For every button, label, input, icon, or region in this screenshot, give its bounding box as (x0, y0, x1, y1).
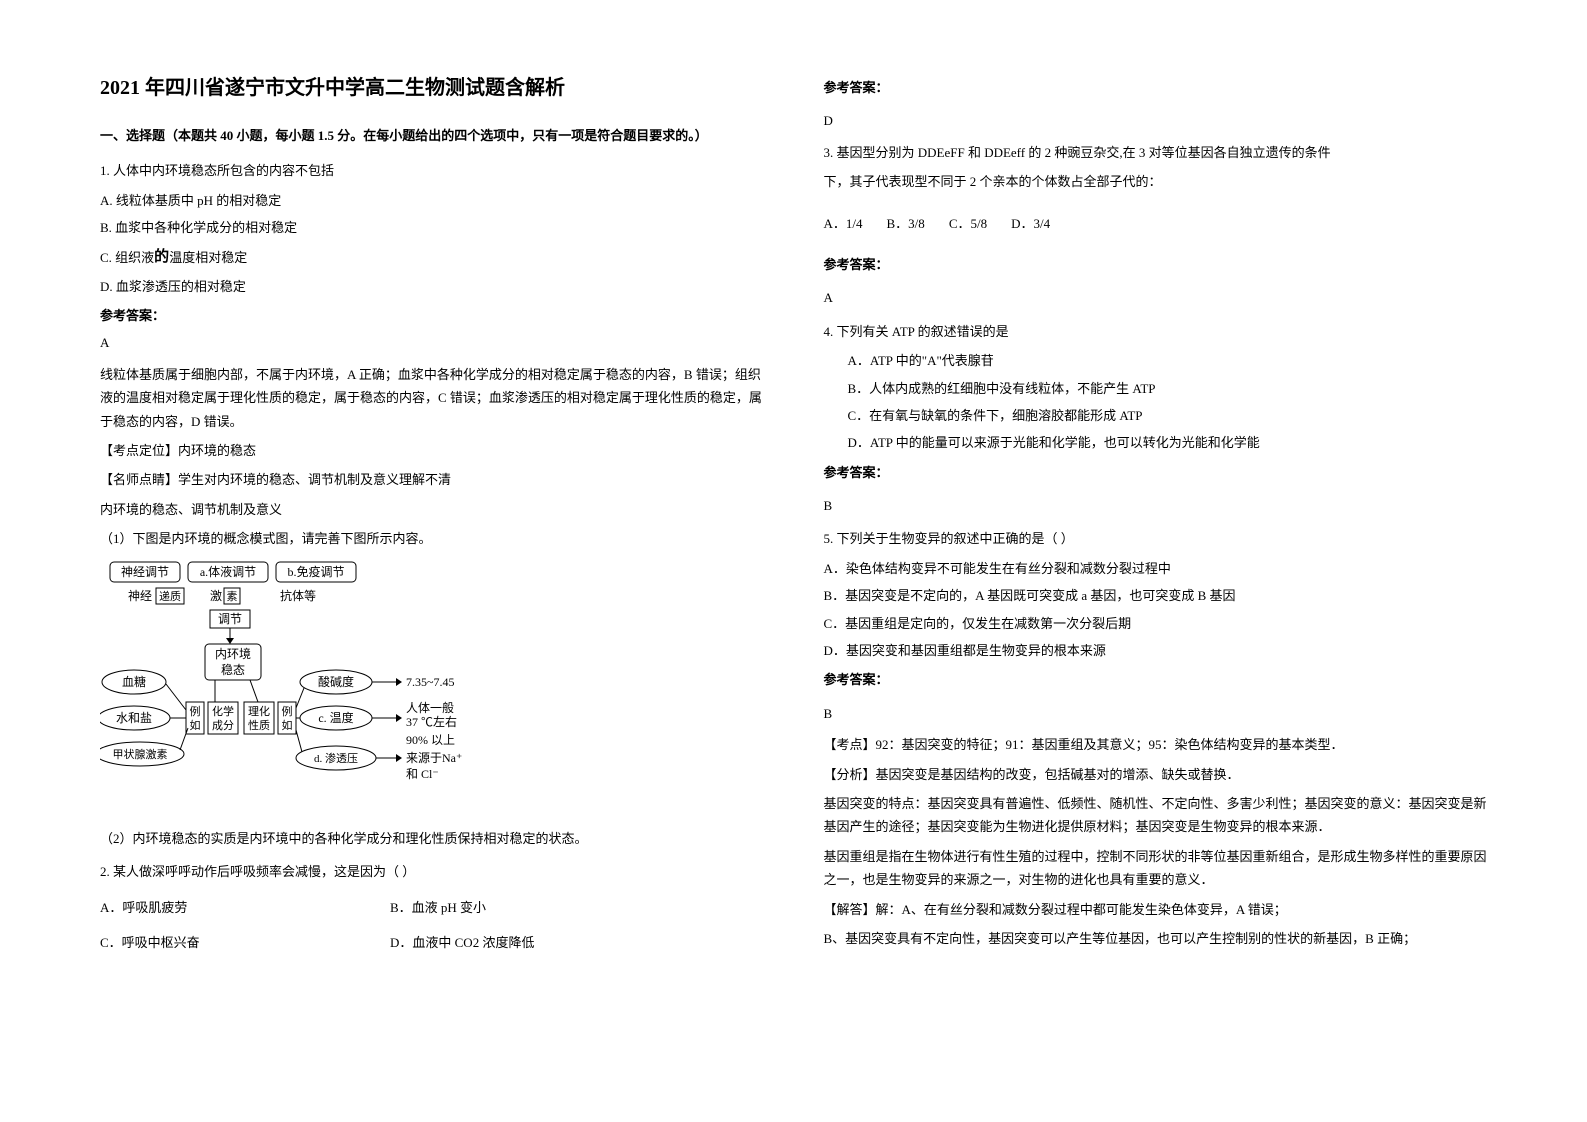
diagram-ph-range: 7.35~7.45 (406, 675, 455, 689)
q5-kaodian: 【考点】92：基因突变的特征；91：基因重组及其意义；95：染色体结构变异的基本… (824, 733, 1488, 756)
diagram-ru: 如 (190, 718, 201, 732)
diagram-phys: 理化 (248, 704, 270, 718)
q2-option-a: A．呼吸肌疲劳 (100, 896, 350, 919)
q3-option-d: D．3/4 (1011, 212, 1050, 235)
diagram-svg: 神经调节 a.体液调节 b.免疫调节 神经 递质 激 素 抗体等 调节 (100, 560, 520, 805)
q5-option-b: B．基因突变是不定向的，A 基因既可突变成 a 基因，也可突变成 B 基因 (824, 584, 1488, 607)
q2-option-d: D．血液中 CO2 浓度降低 (390, 931, 534, 954)
q4-option-c: C．在有氧与缺氧的条件下，细胞溶胶都能形成 ATP (824, 404, 1488, 427)
diagram-and-cl: 和 Cl⁻ (406, 767, 439, 781)
q1-optc-suffix: 温度相对稳定 (169, 250, 247, 265)
q2-option-b: B．血液 pH 变小 (390, 896, 486, 919)
diagram-percent: 90% 以上 (406, 733, 455, 747)
diagram-osm-d: d. 渗透压 (314, 751, 358, 765)
diagram-stable: 稳态 (221, 662, 245, 677)
q1-option-d: D. 血浆渗透压的相对稳定 (100, 275, 764, 298)
concept-diagram: 神经调节 a.体液调节 b.免疫调节 神经 递质 激 素 抗体等 调节 (100, 560, 764, 812)
diagram-immune: b.免疫调节 (287, 564, 344, 579)
question-4: 4. 下列有关 ATP 的叙述错误的是 A．ATP 中的"A"代表腺苷 B．人体… (824, 320, 1488, 518)
q4-option-d: D．ATP 中的能量可以来源于光能和化学能，也可以转化为光能和化学能 (824, 431, 1488, 454)
q5-stem: 5. 下列关于生物变异的叙述中正确的是（ ） (824, 527, 1488, 550)
q5-answer: B (824, 702, 1488, 725)
question-1: 1. 人体中内环境稳态所包含的内容不包括 A. 线粒体基质中 pH 的相对稳定 … (100, 159, 764, 850)
q5-analysis1: 基因突变的特点：基因突变具有普遍性、低频性、随机性、不定向性、多害少利性；基因突… (824, 792, 1488, 839)
q3-stem2: 下，其子代表现型不同于 2 个亲本的个体数占全部子代的： (824, 170, 1488, 193)
q1-answer-label: 参考答案： (100, 304, 764, 327)
diagram-li: 例 (190, 704, 201, 718)
diagram-temp-c: c. 温度 (318, 710, 353, 725)
q1-option-c: C. 组织液的温度相对稳定 (100, 244, 764, 271)
q2-answer: D (824, 109, 1488, 132)
q5-analysis3: B、基因突变具有不定向性，基因突变可以产生等位基因，也可以产生控制别的性状的新基… (824, 927, 1488, 950)
q5-option-a: A．染色体结构变异不可能发生在有丝分裂和减数分裂过程中 (824, 557, 1488, 580)
q3-answer-label: 参考答案： (824, 253, 1488, 276)
section-1-header: 一、选择题（本题共 40 小题，每小题 1.5 分。在每小题给出的四个选项中，只… (100, 124, 764, 147)
q3-option-a: A．1/4 (824, 212, 863, 235)
diagram-inner-env: 内环境 (215, 646, 251, 661)
q2-answer-label: 参考答案： (824, 76, 1488, 99)
q5-analysis2: 基因重组是指在生物体进行有性生殖的过程中，控制不同形状的非等位基因重新组合，是形… (824, 845, 1488, 892)
diagram-antibody: 抗体等 (280, 588, 316, 603)
q3-stem1: 3. 基因型分别为 DDEeFF 和 DDEeff 的 2 种豌豆杂交,在 3 … (824, 141, 1488, 164)
q1-stem: 1. 人体中内环境稳态所包含的内容不包括 (100, 159, 764, 182)
q3-option-c: C．5/8 (949, 212, 987, 235)
diagram-nature: 性质 (248, 718, 270, 732)
q1-mingshi: 【名师点睛】学生对内环境的稳态、调节机制及意义理解不清 (100, 468, 764, 491)
q1-optc-bold: 的 (154, 249, 169, 265)
diagram-hormone: 激 (210, 589, 222, 603)
diagram-body-temp: 人体一般 (406, 700, 454, 715)
question-3: 3. 基因型分别为 DDEeFF 和 DDEeff 的 2 种豌豆杂交,在 3 … (824, 141, 1488, 310)
diagram-nerve-reg: 神经调节 (121, 565, 169, 579)
q1-optc-prefix: C. 组织液 (100, 250, 154, 265)
diagram-su: 素 (227, 590, 238, 603)
diagram-regulate: 调节 (218, 612, 242, 626)
diagram-water-salt: 水和盐 (116, 711, 152, 725)
diagram-ru2: 如 (282, 718, 293, 732)
q1-answer: A (100, 331, 764, 354)
q1-sub2: （2）内环境稳态的实质是内环境中的各种化学成分和理化性质保持相对稳定的状态。 (100, 827, 764, 850)
diagram-chem: 化学 (212, 704, 234, 718)
q5-fenxi: 【分析】基因突变是基因结构的改变，包括碱基对的增添、缺失或替换． (824, 763, 1488, 786)
left-column: 2021 年四川省遂宁市文升中学高二生物测试题含解析 一、选择题（本题共 40 … (100, 70, 764, 1052)
q3-answer: A (824, 286, 1488, 309)
q5-jieda: 【解答】解：A、在有丝分裂和减数分裂过程中都可能发生染色体变异，A 错误； (824, 898, 1488, 921)
q3-option-b: B．3/8 (887, 212, 925, 235)
q5-option-c: C．基因重组是定向的，仅发生在减数第一次分裂后期 (824, 612, 1488, 635)
q4-option-a: A．ATP 中的"A"代表腺苷 (824, 349, 1488, 372)
diagram-li2: 例 (282, 704, 293, 718)
q4-stem: 4. 下列有关 ATP 的叙述错误的是 (824, 320, 1488, 343)
diagram-nerve: 神经 (128, 589, 152, 603)
diagram-blood-sugar: 血糖 (122, 674, 146, 689)
question-2: 2. 某人做深呼呼动作后呼吸频率会减慢，这是因为（ ） A．呼吸肌疲劳 B．血液… (100, 860, 764, 954)
diagram-thyroid: 甲状腺激素 (113, 747, 168, 761)
diagram-source: 来源于Na⁺ (406, 751, 462, 765)
q2-stem: 2. 某人做深呼呼动作后呼吸频率会减慢，这是因为（ ） (100, 860, 764, 883)
q4-answer: B (824, 494, 1488, 517)
diagram-acid-base: 酸碱度 (318, 674, 354, 689)
q1-kaodian: 【考点定位】内环境的稳态 (100, 439, 764, 462)
diagram-body-temp2: 37 ℃左右 (406, 714, 457, 729)
q1-analysis-1: 线粒体基质属于细胞内部，不属于内环境，A 正确；血浆中各种化学成分的相对稳定属于… (100, 363, 764, 433)
question-5: 5. 下列关于生物变异的叙述中正确的是（ ） A．染色体结构变异不可能发生在有丝… (824, 527, 1488, 950)
q2-option-c: C．呼吸中枢兴奋 (100, 931, 350, 954)
diagram-di: 递质 (159, 589, 181, 603)
diagram-humoral: a.体液调节 (200, 564, 256, 579)
diagram-comp: 成分 (212, 719, 234, 732)
q5-option-d: D．基因突变和基因重组都是生物变异的根本来源 (824, 639, 1488, 662)
q1-subtitle: 内环境的稳态、调节机制及意义 (100, 498, 764, 521)
right-column: 参考答案： D 3. 基因型分别为 DDEeFF 和 DDEeff 的 2 种豌… (824, 70, 1488, 1052)
q1-sub1: （1）下图是内环境的概念模式图，请完善下图所示内容。 (100, 527, 764, 550)
q5-answer-label: 参考答案： (824, 668, 1488, 691)
q4-option-b: B．人体内成熟的红细胞中没有线粒体，不能产生 ATP (824, 377, 1488, 400)
q1-option-b: B. 血浆中各种化学成分的相对稳定 (100, 216, 764, 239)
q1-option-a: A. 线粒体基质中 pH 的相对稳定 (100, 189, 764, 212)
q4-answer-label: 参考答案： (824, 461, 1488, 484)
page-title: 2021 年四川省遂宁市文升中学高二生物测试题含解析 (100, 70, 764, 106)
